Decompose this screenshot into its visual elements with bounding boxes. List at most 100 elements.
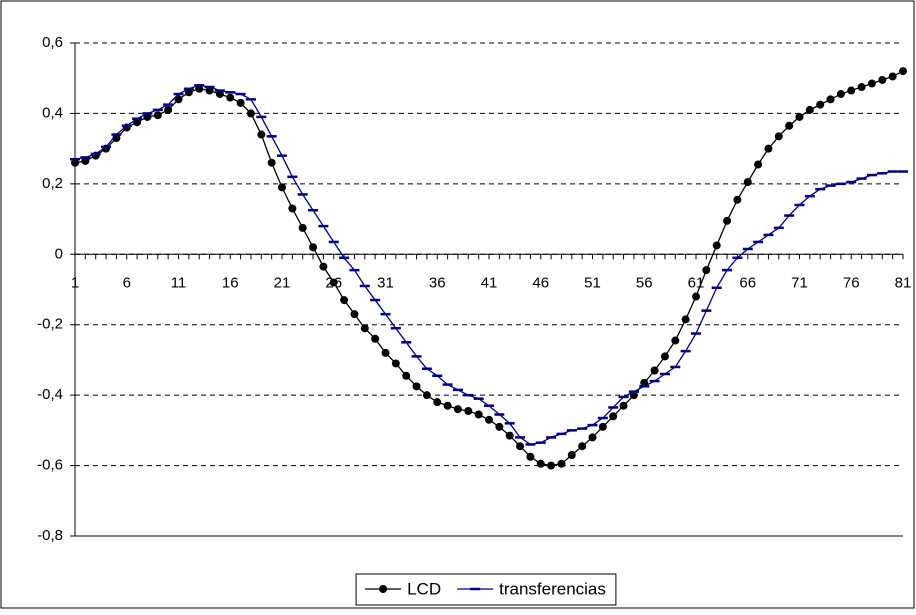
data-point xyxy=(309,243,318,252)
data-point xyxy=(164,105,173,114)
x-tick-label: 76 xyxy=(843,274,860,291)
data-point xyxy=(764,144,773,153)
data-point xyxy=(578,442,587,451)
data-point xyxy=(588,433,597,442)
data-point xyxy=(609,412,618,421)
legend-label: transferencias xyxy=(499,579,606,598)
y-tick-label: -0,4 xyxy=(37,386,63,403)
data-point xyxy=(71,158,79,167)
x-tick-label: 81 xyxy=(895,274,912,291)
data-point xyxy=(536,459,545,468)
x-tick-label: 6 xyxy=(123,274,131,291)
data-point xyxy=(381,348,390,357)
data-point xyxy=(557,459,566,468)
data-point xyxy=(692,292,700,301)
data-point xyxy=(226,93,235,102)
y-tick-label: 0,4 xyxy=(42,104,63,121)
data-point xyxy=(681,315,690,324)
data-point xyxy=(278,183,286,192)
data-point xyxy=(267,158,276,167)
y-tick-label: -0,2 xyxy=(37,316,63,333)
data-point xyxy=(236,98,245,107)
data-point xyxy=(402,371,411,380)
data-point xyxy=(660,352,669,361)
data-point xyxy=(495,422,504,431)
data-point xyxy=(619,401,628,410)
data-point xyxy=(547,461,556,470)
y-tick-label: -0,8 xyxy=(37,527,63,544)
data-point xyxy=(826,95,835,104)
data-point xyxy=(847,86,856,95)
y-tick-label: 0,2 xyxy=(42,175,63,192)
data-point xyxy=(443,401,452,410)
data-point xyxy=(598,422,607,431)
x-tick-label: 56 xyxy=(636,274,653,291)
data-point xyxy=(878,75,887,84)
data-point xyxy=(453,405,462,414)
data-point xyxy=(215,90,224,99)
x-tick-label: 11 xyxy=(171,274,187,291)
data-point xyxy=(567,451,576,460)
data-point xyxy=(422,391,431,400)
data-point xyxy=(485,415,493,424)
data-point xyxy=(246,109,255,118)
y-tick-label: -0,6 xyxy=(37,457,63,474)
data-point xyxy=(816,100,825,109)
y-tick-label: 0,6 xyxy=(42,34,63,51)
data-point xyxy=(205,86,214,95)
x-tick-label: 36 xyxy=(429,274,446,291)
x-tick-label: 71 xyxy=(791,274,808,291)
data-point xyxy=(805,105,814,114)
data-point xyxy=(329,278,338,287)
data-point xyxy=(867,79,876,88)
data-point xyxy=(857,83,866,92)
data-point xyxy=(526,452,535,461)
data-point xyxy=(153,111,162,120)
data-point xyxy=(702,266,711,275)
data-point xyxy=(340,296,349,305)
data-point xyxy=(743,178,752,187)
data-point xyxy=(81,156,90,165)
x-tick-label: 31 xyxy=(377,274,394,291)
data-point xyxy=(774,132,783,141)
x-tick-label: 1 xyxy=(71,274,79,291)
data-point xyxy=(516,442,525,451)
data-point xyxy=(723,216,732,225)
x-tick-label: 66 xyxy=(739,274,756,291)
x-tick-label: 51 xyxy=(584,274,601,291)
data-point xyxy=(836,90,845,99)
data-point xyxy=(350,310,359,319)
data-point xyxy=(474,410,483,419)
data-point xyxy=(391,359,400,368)
data-point xyxy=(257,130,266,139)
legend: LCD transferencias xyxy=(355,573,617,606)
data-point xyxy=(360,324,369,333)
data-point xyxy=(505,431,514,440)
data-point xyxy=(298,223,307,232)
x-tick-label: 41 xyxy=(481,274,498,291)
data-point xyxy=(174,95,183,104)
data-point xyxy=(288,204,297,213)
data-point xyxy=(712,241,721,250)
data-point xyxy=(433,398,442,407)
data-point xyxy=(733,195,742,204)
data-point xyxy=(195,84,204,93)
y-tick-label: 0 xyxy=(55,245,63,262)
x-tick-label: 16 xyxy=(222,274,239,291)
data-point xyxy=(319,262,328,271)
data-point xyxy=(671,336,680,345)
data-point xyxy=(785,121,794,130)
data-point xyxy=(650,366,659,375)
data-point xyxy=(371,334,380,343)
data-point xyxy=(888,72,897,81)
data-point xyxy=(754,160,763,169)
x-tick-label: 21 xyxy=(274,274,291,291)
data-point xyxy=(795,112,804,121)
legend-marker xyxy=(379,585,388,593)
data-point xyxy=(412,382,421,391)
data-point xyxy=(464,406,473,415)
legend-label: LCD xyxy=(407,579,441,598)
data-point xyxy=(899,67,907,76)
